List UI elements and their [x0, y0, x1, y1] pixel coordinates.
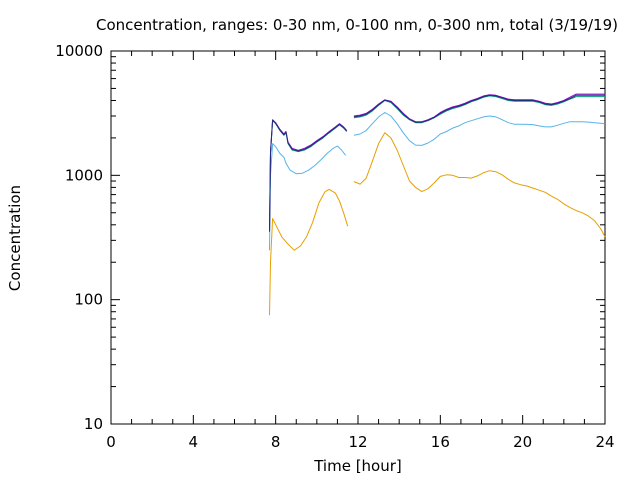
y-tick-label: 100: [74, 291, 103, 309]
series-3-segment-0-line: [269, 119, 348, 231]
x-tick-label: 4: [189, 433, 199, 451]
series-2-segment-1-line: [353, 95, 605, 124]
x-tick-label: 0: [106, 433, 116, 451]
series-4-segment-1-line: [353, 94, 605, 123]
x-axis-label: Time [hour]: [313, 457, 402, 475]
axis-ticks: 0 4 8 12 16 20 24 10 100 1000 10000: [55, 42, 614, 451]
series-1-segment-0-line: [269, 143, 346, 251]
series-0-segment-1-line: [353, 132, 606, 238]
x-tick-label: 12: [348, 433, 367, 451]
x-tick-label: 24: [595, 433, 614, 451]
y-tick-label: 10000: [55, 42, 103, 60]
series-2-segment-0-line: [269, 120, 348, 233]
series-0-segment-0-line: [269, 188, 349, 316]
plot-area: [269, 93, 606, 316]
x-tick-label: 8: [271, 433, 281, 451]
y-tick-label: 10: [84, 415, 103, 433]
series-4-segment-0-line: [269, 119, 348, 232]
x-tick-label: 16: [431, 433, 450, 451]
series-1-segment-1-line: [353, 112, 606, 146]
y-axis-label: Concentration: [6, 185, 24, 291]
y-tick-label: 1000: [65, 166, 103, 184]
series-3-segment-1-line: [353, 93, 605, 123]
chart-title: Concentration, ranges: 0-30 nm, 0-100 nm…: [96, 16, 618, 34]
x-tick-label: 20: [513, 433, 532, 451]
plot-frame: [110, 50, 606, 425]
